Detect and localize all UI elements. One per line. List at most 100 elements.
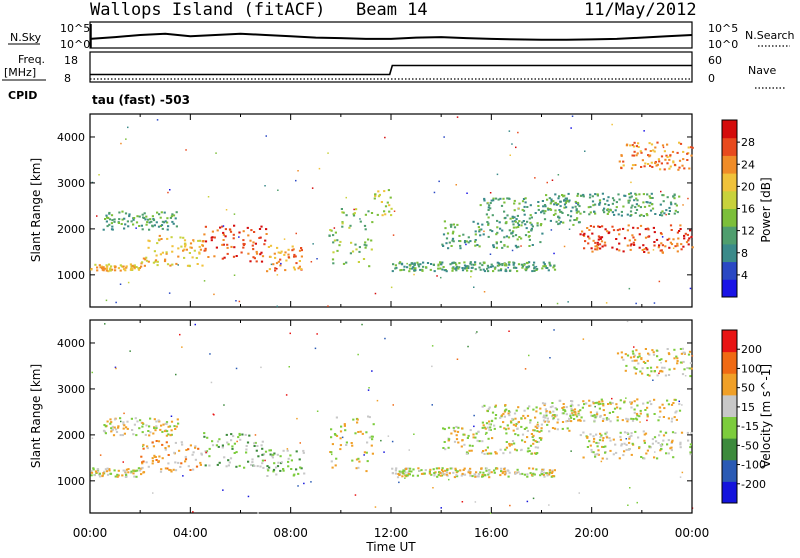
data-cell	[528, 261, 531, 264]
data-cell	[570, 409, 573, 412]
data-cell	[577, 419, 580, 422]
data-cell	[261, 453, 264, 456]
data-cell	[619, 399, 622, 402]
data-cell	[633, 199, 636, 202]
data-cell	[354, 494, 357, 496]
data-cell	[542, 468, 545, 471]
data-cell	[441, 243, 444, 246]
data-cell	[630, 206, 633, 209]
data-cell	[449, 263, 452, 266]
data-cell	[685, 241, 689, 244]
data-cell	[541, 200, 544, 202]
data-cell	[659, 232, 663, 235]
data-cell	[493, 469, 496, 472]
data-cell	[517, 226, 520, 228]
data-cell	[629, 401, 632, 404]
data-cell	[463, 443, 466, 446]
data-cell	[426, 262, 430, 264]
data-cell	[546, 423, 549, 426]
data-cell	[140, 467, 143, 470]
data-cell	[542, 419, 546, 422]
data-cell	[591, 195, 594, 198]
data-cell	[457, 267, 460, 270]
data-cell	[646, 227, 649, 230]
data-cell	[359, 430, 362, 433]
data-cell	[579, 409, 582, 412]
data-cell	[231, 447, 234, 450]
data-cell	[194, 458, 197, 461]
data-cell	[275, 262, 279, 265]
data-cell	[165, 441, 168, 444]
data-cell	[354, 432, 357, 435]
data-cell	[679, 224, 682, 227]
data-cell	[251, 461, 254, 464]
data-cell	[318, 167, 321, 170]
data-cell	[298, 260, 301, 262]
data-cell	[365, 451, 368, 454]
data-cell	[376, 213, 379, 216]
data-cell	[181, 443, 184, 446]
data-cell	[663, 366, 666, 369]
data-cell	[556, 421, 559, 424]
data-cell	[499, 197, 502, 200]
data-cell	[606, 436, 609, 439]
data-cell	[539, 474, 542, 477]
data-cell	[474, 261, 477, 264]
data-cell	[489, 265, 493, 268]
data-cell	[659, 444, 662, 446]
data-cell	[614, 443, 617, 446]
data-cell	[146, 447, 149, 450]
data-cell	[640, 166, 643, 168]
data-cell	[544, 402, 547, 405]
data-cell	[227, 443, 230, 446]
data-cell	[467, 345, 469, 348]
data-cell	[678, 403, 681, 406]
data-cell	[260, 225, 263, 228]
data-cell	[636, 501, 638, 504]
data-cell	[519, 473, 522, 476]
data-cell	[561, 407, 564, 409]
data-cell	[449, 467, 452, 470]
data-cell	[501, 472, 504, 475]
data-cell	[122, 421, 125, 424]
data-cell	[233, 274, 236, 276]
data-cell	[350, 241, 353, 244]
data-cell	[433, 473, 436, 476]
data-cell	[673, 367, 676, 370]
data-cell	[117, 222, 120, 224]
data-cell	[595, 441, 598, 444]
data-cell	[566, 427, 569, 430]
data-cell	[502, 412, 505, 415]
data-cell	[598, 243, 602, 246]
data-cell	[662, 200, 665, 203]
data-cell	[506, 214, 509, 217]
data-cell	[148, 425, 151, 428]
data-cell	[264, 185, 266, 187]
data-cell	[570, 420, 573, 423]
data-cell	[233, 246, 236, 249]
data-cell	[344, 429, 347, 432]
data-cell	[687, 239, 690, 242]
data-cell	[450, 245, 453, 247]
data-cell	[656, 163, 659, 166]
data-cell	[557, 174, 560, 176]
data-cell	[440, 507, 442, 509]
data-cell	[408, 449, 410, 451]
data-cell	[355, 467, 358, 470]
data-cell	[447, 247, 450, 250]
data-cell	[265, 228, 268, 231]
data-cell	[374, 193, 377, 196]
data-cell	[470, 276, 472, 278]
data-cell	[544, 205, 547, 208]
data-cell	[513, 412, 517, 415]
data-cell	[117, 474, 120, 477]
data-cell	[180, 245, 183, 248]
data-cell	[331, 443, 334, 446]
data-cell	[533, 429, 536, 432]
data-cell	[487, 473, 490, 476]
data-cell	[150, 220, 153, 223]
data-cell	[204, 247, 207, 250]
data-cell	[144, 433, 147, 436]
data-cell	[601, 445, 604, 448]
data-cell	[175, 225, 178, 228]
